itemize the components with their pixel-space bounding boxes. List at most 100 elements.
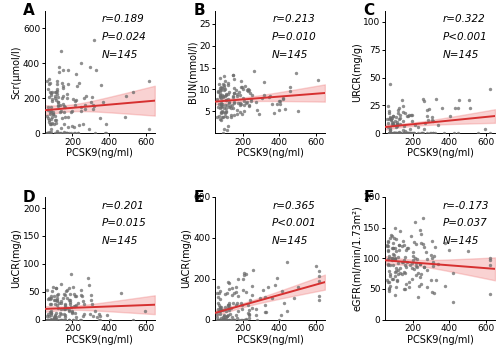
Point xyxy=(46,316,54,322)
Point xyxy=(218,317,226,322)
Point xyxy=(486,291,494,297)
Point xyxy=(54,87,62,92)
Point xyxy=(218,86,226,91)
Point xyxy=(214,294,222,300)
Point xyxy=(392,265,400,271)
Point xyxy=(55,64,63,70)
Point xyxy=(95,312,103,317)
Point xyxy=(395,130,403,136)
Point xyxy=(74,130,82,136)
Point xyxy=(214,104,222,110)
Point xyxy=(394,110,402,115)
Point xyxy=(420,245,428,250)
Point xyxy=(222,98,230,103)
Point xyxy=(216,317,224,322)
Point xyxy=(388,257,396,263)
Point xyxy=(259,287,267,293)
Point xyxy=(216,308,224,313)
Point xyxy=(218,104,226,110)
Point xyxy=(70,130,78,136)
Point xyxy=(412,263,420,269)
Point xyxy=(56,130,64,136)
Point xyxy=(70,291,78,296)
Point xyxy=(486,257,494,263)
Point xyxy=(260,80,268,85)
Point xyxy=(225,89,233,94)
Point xyxy=(385,130,393,136)
Point xyxy=(230,85,238,91)
Point xyxy=(64,130,72,136)
Point xyxy=(66,291,74,296)
Point xyxy=(216,116,224,122)
Point xyxy=(46,76,54,82)
Point xyxy=(49,284,57,290)
Point xyxy=(102,121,110,127)
Point xyxy=(72,71,80,77)
Point xyxy=(246,87,254,93)
Point xyxy=(388,256,396,261)
Point xyxy=(392,284,400,290)
Point xyxy=(221,304,229,310)
Point xyxy=(59,67,67,73)
Point xyxy=(385,268,393,274)
Point xyxy=(384,280,392,285)
Point xyxy=(240,317,248,322)
Point xyxy=(401,262,409,268)
Point xyxy=(214,317,222,322)
Point xyxy=(248,92,256,97)
Point xyxy=(396,266,404,271)
Point xyxy=(280,300,288,306)
Point xyxy=(388,130,396,136)
Point xyxy=(384,256,392,262)
Text: P<0.001: P<0.001 xyxy=(442,32,487,42)
Point xyxy=(222,314,230,320)
Point xyxy=(482,126,490,132)
Point xyxy=(395,242,403,248)
Point xyxy=(238,317,246,322)
Point xyxy=(408,130,416,136)
Point xyxy=(466,105,473,111)
Point xyxy=(388,276,396,282)
Point xyxy=(404,130,411,136)
Point xyxy=(66,308,74,314)
Point xyxy=(226,312,234,317)
Point xyxy=(54,317,62,322)
Point xyxy=(386,232,394,238)
Text: r=0.365: r=0.365 xyxy=(272,201,315,211)
X-axis label: PCSK9(ng/ml): PCSK9(ng/ml) xyxy=(406,148,474,158)
Point xyxy=(389,240,397,245)
Point xyxy=(52,298,60,304)
Point xyxy=(402,128,409,134)
Point xyxy=(46,89,54,95)
Point xyxy=(410,219,418,225)
Point xyxy=(78,104,86,110)
Point xyxy=(440,130,448,136)
Point xyxy=(214,300,222,306)
Point xyxy=(240,317,248,322)
Point xyxy=(68,308,76,313)
Point xyxy=(218,317,226,322)
Text: P=0.037: P=0.037 xyxy=(442,218,487,228)
Text: A: A xyxy=(23,3,35,18)
Point xyxy=(96,115,104,121)
Point xyxy=(410,130,418,136)
Point xyxy=(228,301,236,306)
Point xyxy=(390,130,398,136)
Point xyxy=(408,130,416,136)
Point xyxy=(238,302,246,308)
Text: N=145: N=145 xyxy=(272,236,308,246)
Point xyxy=(96,317,104,322)
Point xyxy=(225,280,233,286)
Point xyxy=(214,306,222,312)
Point xyxy=(76,317,84,322)
Text: P<0.001: P<0.001 xyxy=(272,218,317,228)
Point xyxy=(245,315,253,321)
Point xyxy=(80,95,88,101)
Point xyxy=(222,109,230,115)
Point xyxy=(385,255,393,261)
Point xyxy=(394,248,402,253)
Point xyxy=(454,105,462,111)
Point xyxy=(61,317,69,322)
Point xyxy=(222,105,230,111)
Point xyxy=(221,78,229,84)
